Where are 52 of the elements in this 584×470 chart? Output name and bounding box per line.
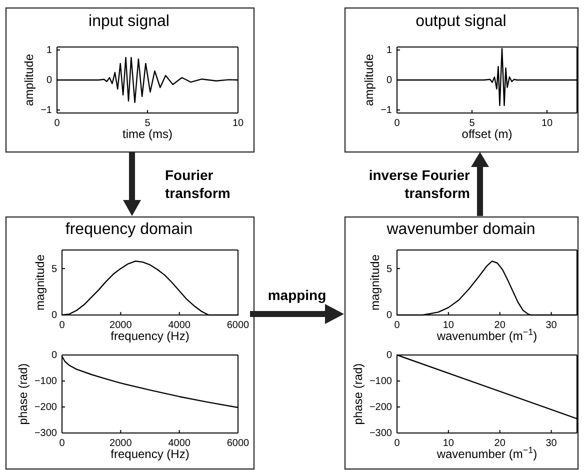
x-tick-label: 0 [59,438,66,450]
x-tick-label: 5 [144,118,151,130]
y-tick-label: 0 [386,350,392,362]
y-tick-label: −100 [34,376,58,388]
y-axis-title: magnitude [368,254,382,311]
y-tick-label: 5 [386,264,392,275]
x-axis-title: offset (m) [462,127,512,141]
x-axis-title: frequency (Hz) [110,447,190,461]
x-tick-label: 4000 [168,438,191,450]
y-tick-label: −1 [380,105,392,116]
chart-title: input signal [88,13,170,30]
x-tick-label: 5 [469,118,476,130]
x-tick-label: 0 [394,438,400,450]
y-axis-title: magnitude [33,254,47,311]
y-tick-label: −100 [369,376,392,388]
y-tick-label: −300 [34,428,58,440]
y-tick-label: 5 [51,264,58,275]
y-tick-label: 0 [386,75,392,86]
x-tick-label: 0 [394,118,400,130]
y-axis-title: amplitude [362,54,376,106]
x-tick-label: 0 [59,320,66,332]
x-axis-title: time (ms) [122,127,172,141]
y-axis-title: phase (rad) [351,363,366,425]
x-axis-title: frequency (Hz) [110,329,190,343]
x-tick-label: 10 [232,118,244,130]
y-tick-label: 0 [386,310,392,322]
x-tick-label: 6000 [226,320,250,332]
y-tick-label: −200 [34,402,58,414]
chart-title: frequency domain [65,221,193,238]
chart-title: wavenumber domain [386,221,536,238]
x-tick-label: 30 [546,438,558,450]
x-tick-label: 2000 [110,438,132,450]
y-axis-title: amplitude [22,54,36,106]
text: Fourier transform [165,167,230,201]
y-axis-title: phase (rad) [16,363,30,425]
y-tick-label: −1 [40,105,52,116]
chart-title: output signal [416,13,506,30]
y-tick-label: 0 [51,350,58,362]
y-tick-label: 0 [46,75,52,86]
text: mapping [268,287,326,303]
x-tick-label: 0 [394,320,400,332]
x-tick-label: 30 [546,320,558,332]
text: inverse Fourier transform [368,167,471,201]
y-tick-label: −200 [369,402,392,414]
y-tick-label: 1 [386,45,392,56]
x-tick-label: 10 [541,118,553,130]
x-tick-label: 4000 [168,320,191,332]
y-tick-label: 1 [46,45,52,56]
y-tick-label: −300 [369,428,392,440]
x-tick-label: 2000 [110,320,132,332]
x-tick-label: 6000 [226,438,250,450]
y-tick-label: 0 [51,310,58,322]
